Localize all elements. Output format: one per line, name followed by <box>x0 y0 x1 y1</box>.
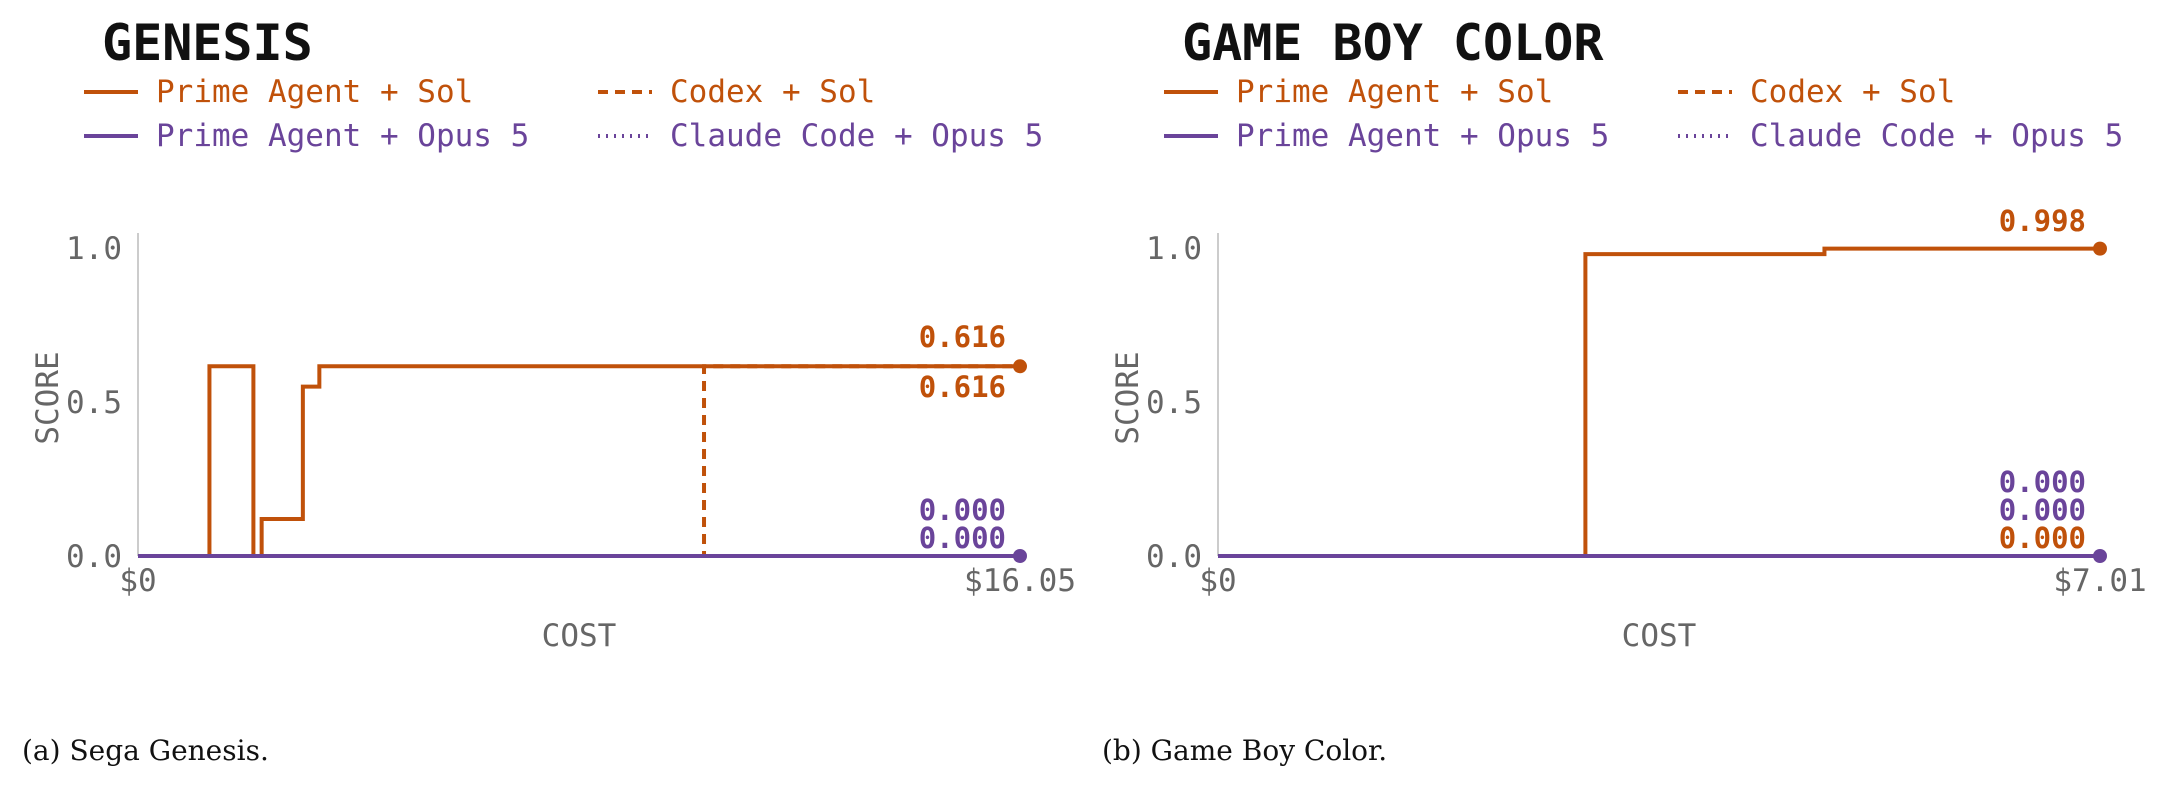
end-value-label: 0.000 <box>1999 493 2086 527</box>
figure-caption: (b) Game Boy Color. <box>1102 734 1387 767</box>
legend-label: Prime Agent + Opus 5 <box>156 118 529 154</box>
chart-title: GAME BOY COLOR <box>1182 14 1604 72</box>
y-axis-label: SCORE <box>1110 351 1146 444</box>
legend-label: Prime Agent + Sol <box>156 74 473 110</box>
end-value-label: 0.000 <box>1999 521 2086 555</box>
y-tick-label: 1.0 <box>1146 231 1202 267</box>
x-axis-label: COST <box>542 618 617 654</box>
x-tick-label: $0 <box>1199 563 1236 599</box>
series-end-marker <box>2093 241 2107 256</box>
series-line-0 <box>1218 246 2100 558</box>
end-value-label: 0.000 <box>919 521 1006 555</box>
end-value-label: 0.998 <box>1999 204 2086 238</box>
y-tick-label: 0.5 <box>1146 385 1202 421</box>
x-tick-label: $7.01 <box>2053 563 2146 599</box>
y-axis-label: SCORE <box>30 351 66 444</box>
end-value-label: 0.616 <box>919 320 1006 354</box>
legend-label: Prime Agent + Opus 5 <box>1236 118 1609 154</box>
end-value-label: 0.000 <box>919 493 1006 527</box>
x-axis-label: COST <box>1622 618 1697 654</box>
series-end-marker <box>2093 549 2107 563</box>
series-line-0 <box>138 364 1020 558</box>
y-tick-label: 0.0 <box>1146 539 1202 575</box>
series-end-marker <box>1013 359 1027 374</box>
x-tick-label: $0 <box>119 563 156 599</box>
y-tick-label: 1.0 <box>66 231 122 267</box>
series-end-marker <box>1013 549 1027 563</box>
legend-label: Codex + Sol <box>1750 74 1955 110</box>
legend-label: Claude Code + Opus 5 <box>670 118 1043 154</box>
end-value-label: 0.616 <box>919 370 1006 404</box>
x-tick-label: $16.05 <box>964 563 1076 599</box>
legend-label: Prime Agent + Sol <box>1236 74 1553 110</box>
legend-label: Codex + Sol <box>670 74 875 110</box>
y-tick-label: 0.0 <box>66 539 122 575</box>
end-value-label: 0.000 <box>1999 465 2086 499</box>
figure-caption: (a) Sega Genesis. <box>22 734 269 767</box>
chart-title: GENESIS <box>102 14 313 72</box>
legend-label: Claude Code + Opus 5 <box>1750 118 2123 154</box>
y-tick-label: 0.5 <box>66 385 122 421</box>
series-line-1 <box>138 364 1020 558</box>
